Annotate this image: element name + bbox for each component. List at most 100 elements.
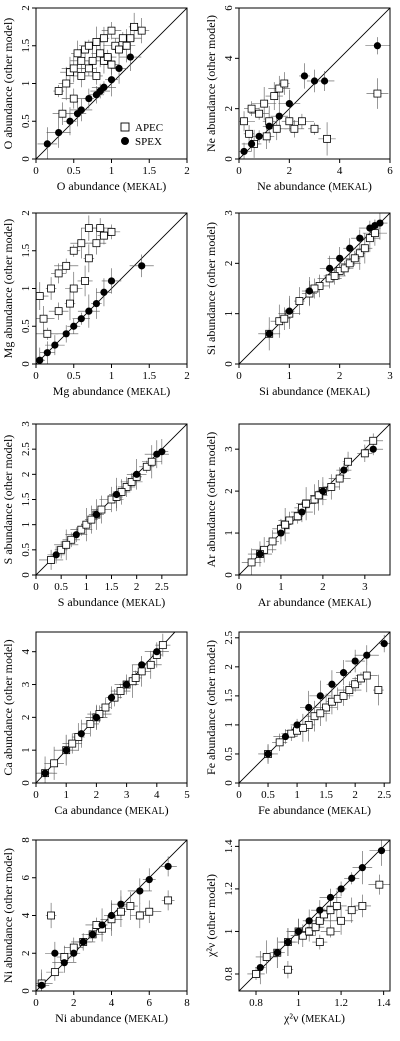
spex-point: [158, 448, 166, 456]
spex-point: [363, 651, 371, 659]
spex-point: [275, 112, 283, 120]
x-tick-label: 3: [362, 581, 368, 593]
apec-point: [344, 457, 352, 466]
y-tick-label: 1: [20, 286, 32, 292]
y-tick-label: 2: [223, 261, 235, 267]
apec-point: [285, 516, 294, 525]
y-tick-label: 3: [20, 421, 32, 427]
spex-point: [66, 117, 74, 125]
y-tick-label: 2: [20, 210, 32, 216]
apec-point: [39, 314, 48, 323]
apec-point: [73, 49, 82, 58]
spex-point: [348, 874, 356, 882]
apec-point: [311, 923, 320, 932]
apec-point: [122, 483, 131, 491]
x-tick-label: 2: [71, 997, 77, 1009]
apec-point: [310, 124, 319, 133]
y-tick-label: 1.5: [20, 492, 32, 506]
spex-point: [265, 122, 273, 130]
x-tick-label: 1: [278, 581, 284, 593]
x-tick-label: 4: [337, 165, 343, 177]
spex-point: [316, 906, 324, 914]
apec-point: [68, 739, 77, 748]
spex-point: [351, 657, 359, 665]
apec-point: [275, 738, 284, 747]
spex-point: [320, 77, 329, 85]
x-tick-label: 2: [134, 581, 140, 593]
x-tick-label: 3: [124, 789, 130, 801]
y-tick-label: 1.5: [20, 38, 32, 52]
y-tick-label: 2: [20, 951, 32, 957]
x-tick-label: 0.5: [67, 370, 81, 382]
spex-point: [52, 551, 60, 559]
y-axis-label: Fe abundance (other model): [204, 640, 218, 775]
spex-point: [43, 349, 51, 357]
apec-point: [374, 686, 383, 694]
series-apec: [240, 79, 382, 148]
series-apec: [264, 671, 383, 758]
spex-point: [319, 487, 327, 495]
plot-frame: [238, 423, 391, 576]
apec-point: [345, 686, 354, 694]
x-tick-label: 8: [184, 997, 190, 1009]
y-tick-label: 4: [20, 648, 32, 654]
panel-1: 0 0.5 1 1.5 2 0 0.5 1 1.5 2 O abundance (MEKAL) O a…: [1, 5, 190, 193]
apec-point: [260, 545, 269, 554]
y-tick-label: 0.5: [20, 319, 32, 333]
x-axis-label: Si abundance (MEKAL): [259, 384, 370, 398]
x-axis-label: χ²ν (MEKAL): [283, 1011, 345, 1025]
apec-point: [81, 277, 89, 285]
spex-point: [112, 490, 121, 499]
apec-point: [88, 56, 97, 65]
apec-point: [298, 931, 307, 940]
apec-point: [92, 239, 101, 248]
plot-area: [36, 840, 187, 991]
apec-point: [127, 477, 136, 486]
spex-point: [153, 648, 161, 656]
y-tick-label: 1: [20, 522, 32, 528]
spex-point: [340, 466, 348, 474]
spex-point: [107, 911, 116, 920]
apec-point: [316, 709, 325, 718]
y-axis-label: Ni abundance (other model): [1, 848, 15, 983]
apec-point: [147, 457, 156, 466]
apec-point: [340, 264, 349, 273]
apec-point: [284, 965, 292, 974]
spex-point: [62, 330, 70, 338]
legend-label-spex: SPEX: [135, 136, 162, 148]
spex-point: [337, 885, 345, 893]
apec-point: [362, 671, 371, 680]
spex-point: [123, 680, 131, 689]
apec-point: [245, 129, 253, 138]
apec-point: [50, 968, 59, 977]
apec-point: [137, 667, 146, 676]
y-tick-label: 6: [20, 875, 32, 881]
apec-point: [281, 520, 290, 529]
x-tick-label: 0: [33, 789, 39, 801]
apec-point: [54, 87, 63, 95]
x-tick-label: 0.5: [54, 581, 68, 593]
y-tick-label: 1.2: [223, 882, 235, 896]
x-tick-label: 6: [147, 997, 153, 1009]
spex-point: [62, 746, 70, 754]
apec-point: [145, 907, 154, 916]
apec-point: [117, 907, 125, 916]
spex-point: [107, 694, 116, 702]
apec-point: [323, 134, 331, 143]
spex-point: [339, 669, 348, 677]
y-tick-label: 2: [20, 472, 32, 478]
spex-point: [72, 531, 80, 539]
spex-point: [85, 307, 93, 315]
spex-point: [326, 264, 334, 272]
apec-point: [290, 124, 299, 133]
spex-point: [300, 72, 309, 80]
apec-point: [293, 512, 302, 521]
spex-point: [346, 244, 354, 252]
apec-point: [36, 292, 44, 300]
x-axis-label: Ne abundance (MEKAL): [257, 179, 372, 193]
series-apec: [41, 641, 167, 778]
apec-point: [77, 239, 86, 248]
apec-point: [358, 902, 367, 910]
apec-point: [92, 72, 101, 80]
apec-point: [58, 109, 67, 118]
